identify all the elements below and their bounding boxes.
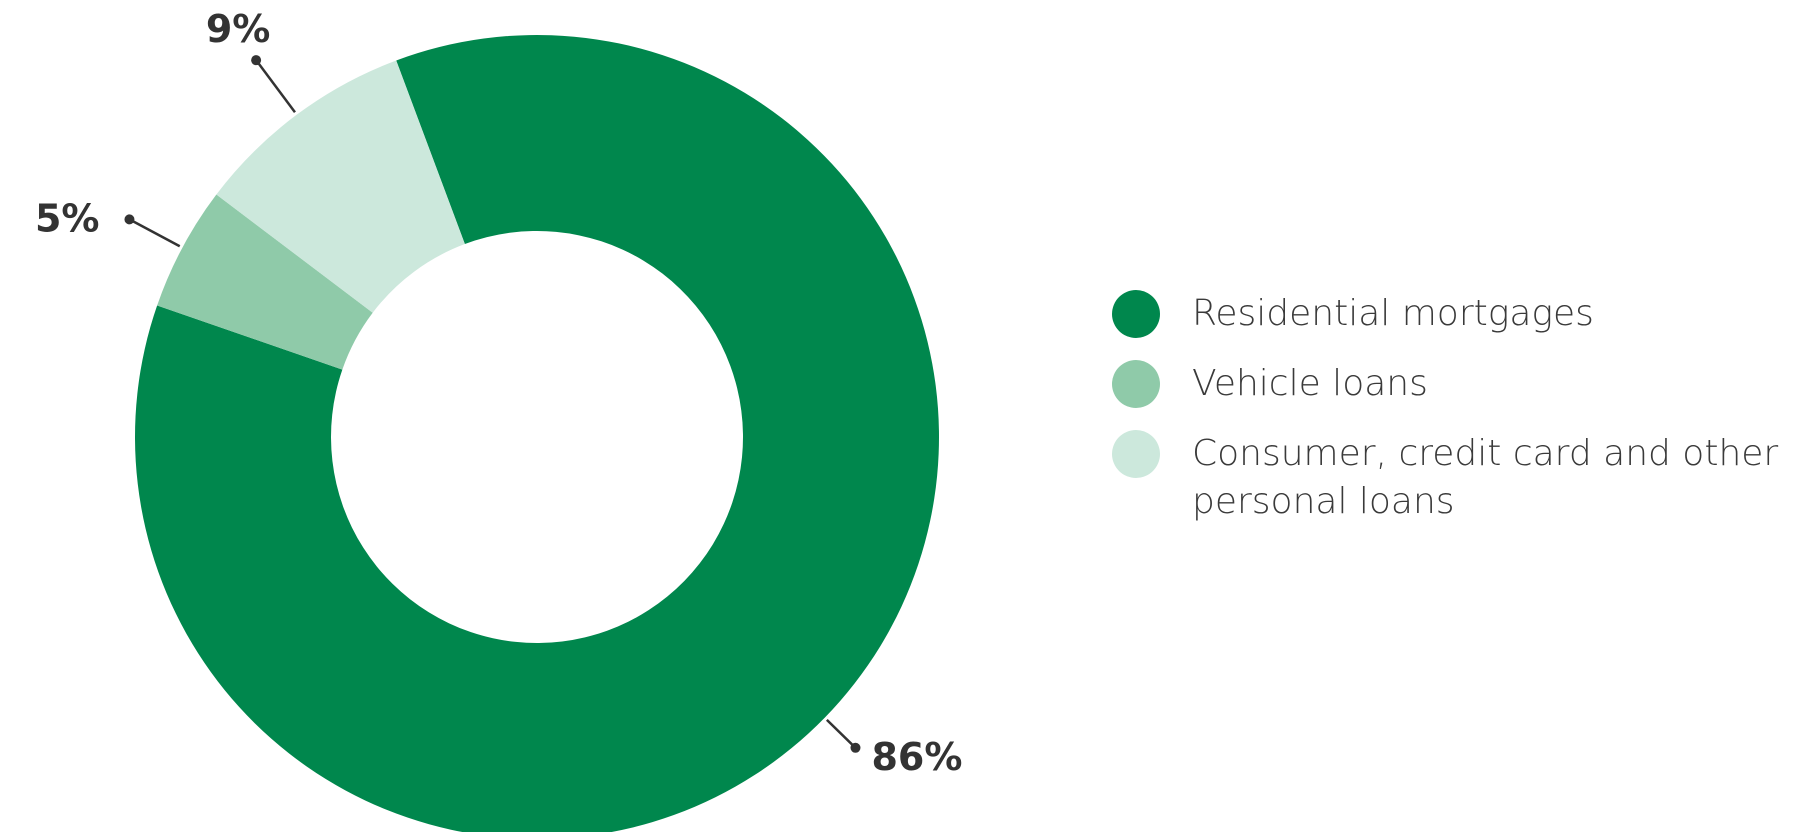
leader-line-1 xyxy=(128,218,181,248)
donut-slices xyxy=(135,35,939,832)
data-label-2: 9% xyxy=(206,7,271,51)
leader-dot-2 xyxy=(251,55,262,66)
legend-swatch-residential-mortgages xyxy=(1112,290,1160,338)
legend-label: Vehicle loans xyxy=(1192,363,1428,404)
legend-label: Consumer, credit card and other personal… xyxy=(1192,433,1779,522)
donut-slice-0 xyxy=(135,35,939,832)
legend: Residential mortgages Vehicle loans Cons… xyxy=(1112,290,1792,548)
donut-slice-2 xyxy=(216,60,465,313)
legend-item-vehicle-loans: Vehicle loans xyxy=(1112,360,1792,408)
legend-swatch-vehicle-loans xyxy=(1112,360,1160,408)
data-labels: 86% 5% 9% xyxy=(35,7,963,779)
donut-slice-1 xyxy=(157,194,373,370)
data-label-0: 86% xyxy=(871,735,962,779)
leader-dot-0 xyxy=(850,742,861,753)
legend-item-consumer-loans: Consumer, credit card and other personal… xyxy=(1112,430,1792,526)
legend-swatch-consumer-loans xyxy=(1112,430,1160,478)
data-label-1: 5% xyxy=(35,196,100,240)
leader-line-2 xyxy=(255,59,296,114)
legend-item-residential-mortgages: Residential mortgages xyxy=(1112,290,1792,338)
leader-line-0 xyxy=(825,718,857,749)
legend-label: Residential mortgages xyxy=(1192,293,1594,334)
leader-lines xyxy=(124,55,861,753)
leader-dot-1 xyxy=(124,214,135,225)
